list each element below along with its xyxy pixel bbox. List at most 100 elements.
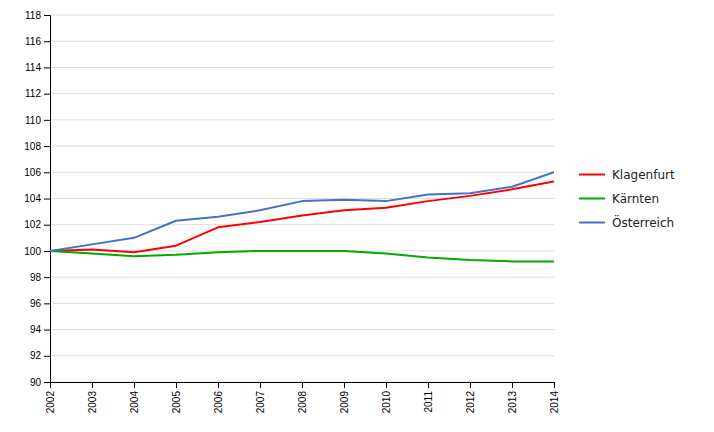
x-tick-label: 2014: [549, 391, 560, 414]
grid-line: [50, 119, 554, 120]
y-tick-label: 118: [25, 10, 41, 21]
y-tick-mark: [44, 303, 50, 304]
y-tick-mark: [44, 199, 50, 200]
y-tick-mark: [44, 356, 50, 357]
y-tick-mark: [44, 67, 50, 68]
y-tick: 96: [30, 298, 50, 309]
x-tick-label: 2011: [423, 391, 434, 413]
legend-swatch: [579, 222, 605, 224]
x-tick-label: 2013: [507, 391, 518, 414]
x-tick-label: 2012: [465, 391, 476, 414]
y-tick-label: 92: [30, 350, 42, 361]
y-tick: 108: [24, 141, 50, 152]
x-tick: 2005: [171, 382, 182, 413]
grid-line: [50, 355, 554, 356]
y-tick-label: 96: [30, 298, 42, 309]
x-tick-label: 2010: [381, 391, 392, 414]
x-tick-mark: [260, 382, 261, 388]
x-tick-mark: [50, 382, 51, 388]
x-tick: 2013: [507, 382, 518, 413]
x-tick: 2007: [255, 382, 266, 413]
y-tick: 118: [25, 10, 50, 21]
y-tick-mark: [44, 94, 50, 95]
x-tick-mark: [302, 382, 303, 388]
legend-swatch: [579, 174, 605, 176]
x-tick-mark: [554, 382, 555, 388]
x-tick-mark: [470, 382, 471, 388]
y-tick-mark: [44, 41, 50, 42]
x-tick-mark: [512, 382, 513, 388]
y-tick-label: 116: [25, 36, 41, 47]
x-tick: 2014: [549, 382, 560, 413]
y-tick: 94: [30, 324, 50, 335]
series-line: [50, 251, 554, 261]
series-line: [50, 172, 554, 251]
x-tick-label: 2003: [87, 391, 98, 414]
legend-label: Kärnten: [612, 192, 659, 206]
y-tick-label: 110: [25, 115, 41, 126]
grid-line: [50, 93, 554, 94]
x-tick: 2010: [381, 382, 392, 413]
grid-line: [50, 172, 554, 173]
y-tick: 100: [24, 246, 50, 257]
x-tick: 2003: [87, 382, 98, 413]
y-tick-label: 98: [30, 272, 42, 283]
y-tick-label: 100: [24, 246, 41, 257]
x-tick-mark: [218, 382, 219, 388]
legend-label: Österreich: [612, 214, 674, 230]
grid-line: [50, 303, 554, 304]
x-tick-label: 2004: [129, 391, 140, 414]
y-tick-mark: [44, 277, 50, 278]
y-tick-mark: [44, 15, 50, 16]
grid-line: [50, 15, 554, 16]
x-tick-label: 2006: [213, 391, 224, 414]
y-tick-label: 112: [25, 88, 41, 99]
y-tick: 92: [30, 350, 50, 361]
y-tick: 90: [30, 377, 50, 388]
x-tick-mark: [428, 382, 429, 388]
y-axis: 90 92 94 96 98 100 102 104 106 108 110 112 114 116 118: [24, 10, 50, 388]
x-axis-line: [51, 383, 555, 389]
y-tick: 112: [25, 88, 50, 99]
y-tick-label: 106: [24, 167, 41, 178]
grid-line: [50, 146, 554, 147]
y-tick: 106: [24, 167, 50, 178]
lines: [50, 172, 554, 261]
x-tick-mark: [386, 382, 387, 388]
y-axis-line: [44, 16, 51, 383]
y-tick-label: 102: [24, 219, 41, 230]
y-tick-mark: [44, 251, 50, 252]
x-tick: 2004: [129, 382, 140, 413]
y-tick-label: 94: [30, 324, 42, 335]
x-axis: 2002 2003 2004 2005 2006 2007 2008 2009 2010 2011…: [45, 382, 560, 413]
grid-line: [50, 67, 554, 68]
y-tick-mark: [44, 146, 50, 147]
legend-item: Klagenfurt: [579, 168, 675, 182]
y-tick-label: 108: [24, 141, 41, 152]
y-tick: 110: [25, 115, 50, 126]
x-tick-mark: [344, 382, 345, 388]
x-tick: 2009: [339, 382, 350, 413]
y-tick-mark: [44, 330, 50, 331]
x-tick: 2006: [213, 382, 224, 413]
grid-line: [50, 224, 554, 225]
x-tick-label: 2005: [171, 391, 182, 414]
legend-label: Klagenfurt: [612, 168, 675, 182]
x-tick-label: 2007: [255, 391, 266, 414]
legend-item: Kärnten: [579, 192, 659, 206]
grid-line: [50, 329, 554, 330]
x-tick-mark: [134, 382, 135, 388]
y-tick-label: 104: [24, 193, 41, 204]
grid-line: [50, 277, 554, 278]
y-tick-mark: [44, 120, 50, 121]
x-tick-mark: [92, 382, 93, 388]
y-tick: 114: [25, 62, 50, 73]
y-tick: 104: [24, 193, 50, 204]
x-tick: 2002: [45, 382, 56, 413]
grid: [50, 15, 554, 382]
y-tick-mark: [44, 225, 50, 226]
x-tick: 2008: [297, 382, 308, 413]
chart: 90 92 94 96 98 100 102 104 106 108 110 112 114 116 118…: [0, 0, 714, 432]
x-tick-mark: [176, 382, 177, 388]
legend-swatch: [579, 198, 605, 200]
